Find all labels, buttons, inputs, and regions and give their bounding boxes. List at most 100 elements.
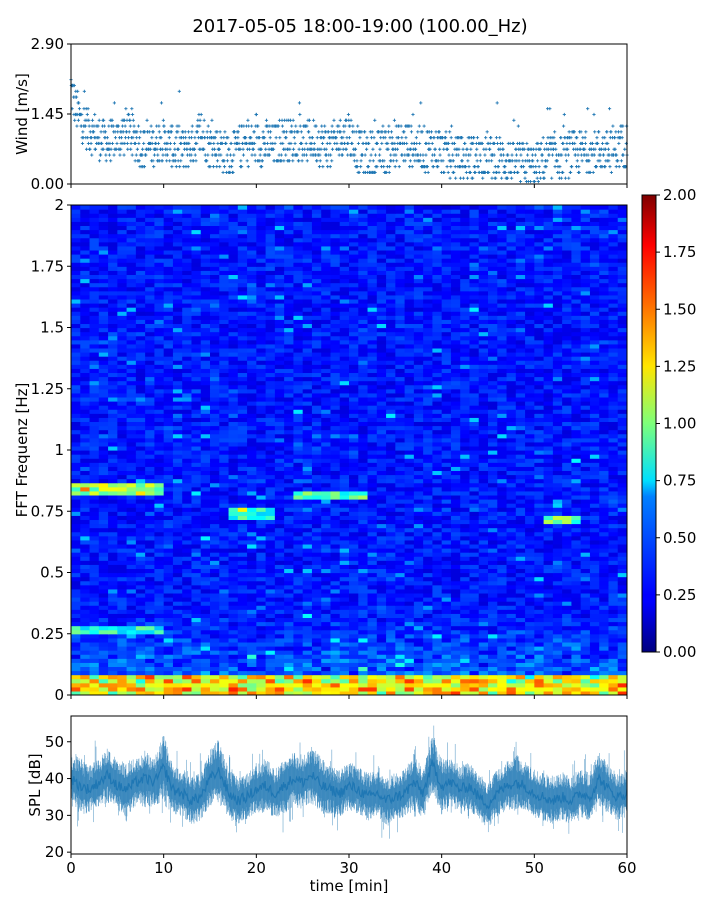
spectrogram-cell xyxy=(302,592,313,598)
wind-point xyxy=(211,165,216,169)
spectrogram-cell xyxy=(441,678,452,684)
wind-point xyxy=(142,141,146,146)
spectrogram-cell xyxy=(172,682,183,688)
spectrogram-cell xyxy=(349,527,359,533)
spectrogram-cell xyxy=(367,527,378,533)
wind-point xyxy=(583,136,587,140)
wind-point xyxy=(367,141,371,146)
spectrogram-cell xyxy=(543,637,554,643)
spectrogram-cell xyxy=(200,470,211,476)
spectrogram-cell xyxy=(423,637,433,643)
spectrogram-cell xyxy=(302,597,313,602)
spectrogram-cell xyxy=(423,584,433,590)
spectrogram-cell xyxy=(497,494,508,500)
spectrogram-cell xyxy=(450,552,461,557)
spectrogram-cell xyxy=(515,494,526,500)
spectrogram-cell xyxy=(247,625,257,631)
spectrogram-cell xyxy=(108,499,118,504)
wind-point xyxy=(613,147,617,151)
spectrogram-cell xyxy=(237,670,248,676)
spectrogram-cell xyxy=(237,543,248,549)
spectrogram-cell xyxy=(376,535,387,541)
spectrogram-cell xyxy=(617,584,627,590)
spectrogram-cell xyxy=(191,486,202,492)
spectrogram-cell xyxy=(376,556,387,561)
spectrogram-cell xyxy=(228,503,239,508)
spectrogram-cell xyxy=(599,650,610,655)
spectrogram-cell xyxy=(506,560,517,565)
spectrogram-cell xyxy=(488,637,498,643)
spectrogram-cell xyxy=(525,535,535,541)
spectrogram-cell xyxy=(247,543,257,549)
wind-point xyxy=(74,95,79,99)
spectrogram-cell xyxy=(589,637,600,643)
spectrogram-cell xyxy=(154,633,165,639)
spectrogram-cell xyxy=(154,617,165,623)
spectrogram-cell xyxy=(219,466,230,472)
wind-point xyxy=(490,159,494,163)
spectrogram-cell xyxy=(469,560,480,565)
spectrogram-cell xyxy=(237,560,248,565)
spectrogram-cell xyxy=(506,625,517,631)
spectrogram-cell xyxy=(98,478,109,484)
spectrogram-cell xyxy=(525,678,535,684)
spectrogram-cell xyxy=(441,654,452,659)
spectrogram-cell xyxy=(478,592,489,598)
spectrogram-cell xyxy=(617,658,627,663)
spectrogram-cell xyxy=(265,629,276,635)
spectrogram-cell xyxy=(423,466,433,472)
spectrogram-cell xyxy=(135,621,146,627)
spectrogram-cell xyxy=(247,580,257,586)
wind-point xyxy=(431,165,435,169)
spectrogram-cell xyxy=(580,592,591,598)
spectrogram-cell xyxy=(386,535,396,541)
spectrogram-cell xyxy=(135,531,146,537)
spectrogram-cell xyxy=(358,548,369,553)
spectrogram-cell xyxy=(228,568,239,574)
spectrogram-cell xyxy=(145,674,155,680)
spectrogram-cell xyxy=(126,568,137,574)
spectrogram-cell xyxy=(478,503,489,508)
wind-point xyxy=(485,130,489,134)
spectrogram-cell xyxy=(571,613,582,619)
spectrogram-cell xyxy=(191,494,202,500)
wind-point xyxy=(619,130,623,134)
spectrogram-cell xyxy=(89,539,100,545)
spectrogram-cell xyxy=(200,605,211,610)
spectrogram-cell xyxy=(247,535,257,541)
wind-point xyxy=(103,130,108,134)
spectrogram-cell xyxy=(256,458,267,463)
spectrogram-cell xyxy=(525,613,535,619)
spectrogram-cell xyxy=(145,560,155,565)
spectrogram-cell xyxy=(98,633,109,639)
spectrogram-cell xyxy=(534,543,545,549)
spectrogram-cell xyxy=(210,646,220,651)
spectrogram-cell xyxy=(608,543,619,549)
spectrogram-cell xyxy=(552,621,563,627)
spectrogram-cell xyxy=(488,470,498,476)
spectrogram-cell xyxy=(330,556,341,561)
spectrogram-cell xyxy=(108,646,118,651)
spectrogram-cell xyxy=(358,633,369,639)
spectrogram-cell xyxy=(562,682,572,688)
wind-point xyxy=(373,153,378,157)
spectrogram-cell xyxy=(98,674,109,680)
wind-point xyxy=(451,159,456,163)
spectrogram-cell xyxy=(469,576,480,582)
spectrogram-cell xyxy=(497,539,508,545)
spectrogram-cell xyxy=(432,519,443,525)
spectrogram-cell xyxy=(562,478,572,484)
spectrogram-cell xyxy=(71,486,81,492)
spectrogram-cell xyxy=(154,503,165,508)
spectrogram-cell xyxy=(80,576,91,582)
spectrogram-cell xyxy=(599,584,610,590)
spectrogram-cell xyxy=(450,470,461,476)
spectrogram-cell xyxy=(330,486,341,492)
spectrogram-cell xyxy=(154,466,165,472)
spectrogram-cell xyxy=(386,650,396,655)
spectrogram-cell xyxy=(339,543,350,549)
spectrogram-cell xyxy=(284,503,294,508)
spectrogram-cell xyxy=(515,486,526,492)
spectrogram-cell xyxy=(450,531,461,537)
spectrogram-cell xyxy=(543,548,554,553)
